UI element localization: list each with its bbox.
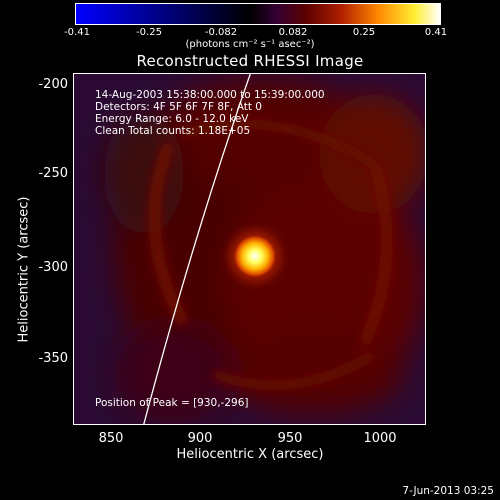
emission-arcs (148, 119, 393, 391)
colorbar-tick: -0.25 (136, 27, 162, 38)
colorbar-tick: 0.25 (352, 27, 376, 38)
info-total-counts: Clean Total counts: 1.18E+05 (95, 125, 251, 137)
colorbar-tick: -0.082 (204, 27, 238, 38)
colorbar (75, 3, 441, 25)
x-tick-label: 950 (277, 431, 303, 446)
rhessi-image (74, 74, 425, 424)
flare-source (233, 234, 277, 279)
colorbar-gradient (76, 4, 440, 24)
colorbar-tick: 0.082 (278, 27, 308, 38)
info-time-range: 14-Aug-2003 15:38:00.000 to 15:39:00.000 (95, 89, 325, 101)
y-tick-label: -350 (38, 351, 68, 366)
plot-title: Reconstructed RHESSI Image (136, 52, 364, 70)
colorbar-tick: 0.41 (424, 27, 448, 38)
peak-position-label: Position of Peak = [930,-296] (95, 397, 249, 409)
colorbar-tick: -0.41 (64, 27, 90, 38)
solar-limb-line (143, 74, 251, 424)
timestamp: 7-Jun-2013 03:25 (402, 485, 494, 497)
diffuse-emission (104, 79, 425, 424)
x-tick-label: 900 (187, 431, 213, 446)
info-energy-range: Energy Range: 6.0 - 12.0 keV (95, 113, 249, 125)
x-tick-label: 850 (98, 431, 124, 446)
y-axis-label: Heliocentric Y (arcsec) (16, 196, 32, 343)
solar-image-plot (73, 73, 426, 425)
y-tick-label: -300 (38, 260, 68, 275)
info-detectors: Detectors: 4F 5F 6F 7F 8F, Att 0 (95, 101, 262, 113)
colorbar-units: (photons cm⁻² s⁻¹ asec⁻²) (185, 39, 315, 50)
y-tick-label: -250 (38, 166, 68, 181)
x-tick-label: 1000 (363, 431, 397, 446)
y-tick-label: -200 (38, 77, 68, 92)
x-axis-label: Heliocentric X (arcsec) (176, 447, 324, 462)
